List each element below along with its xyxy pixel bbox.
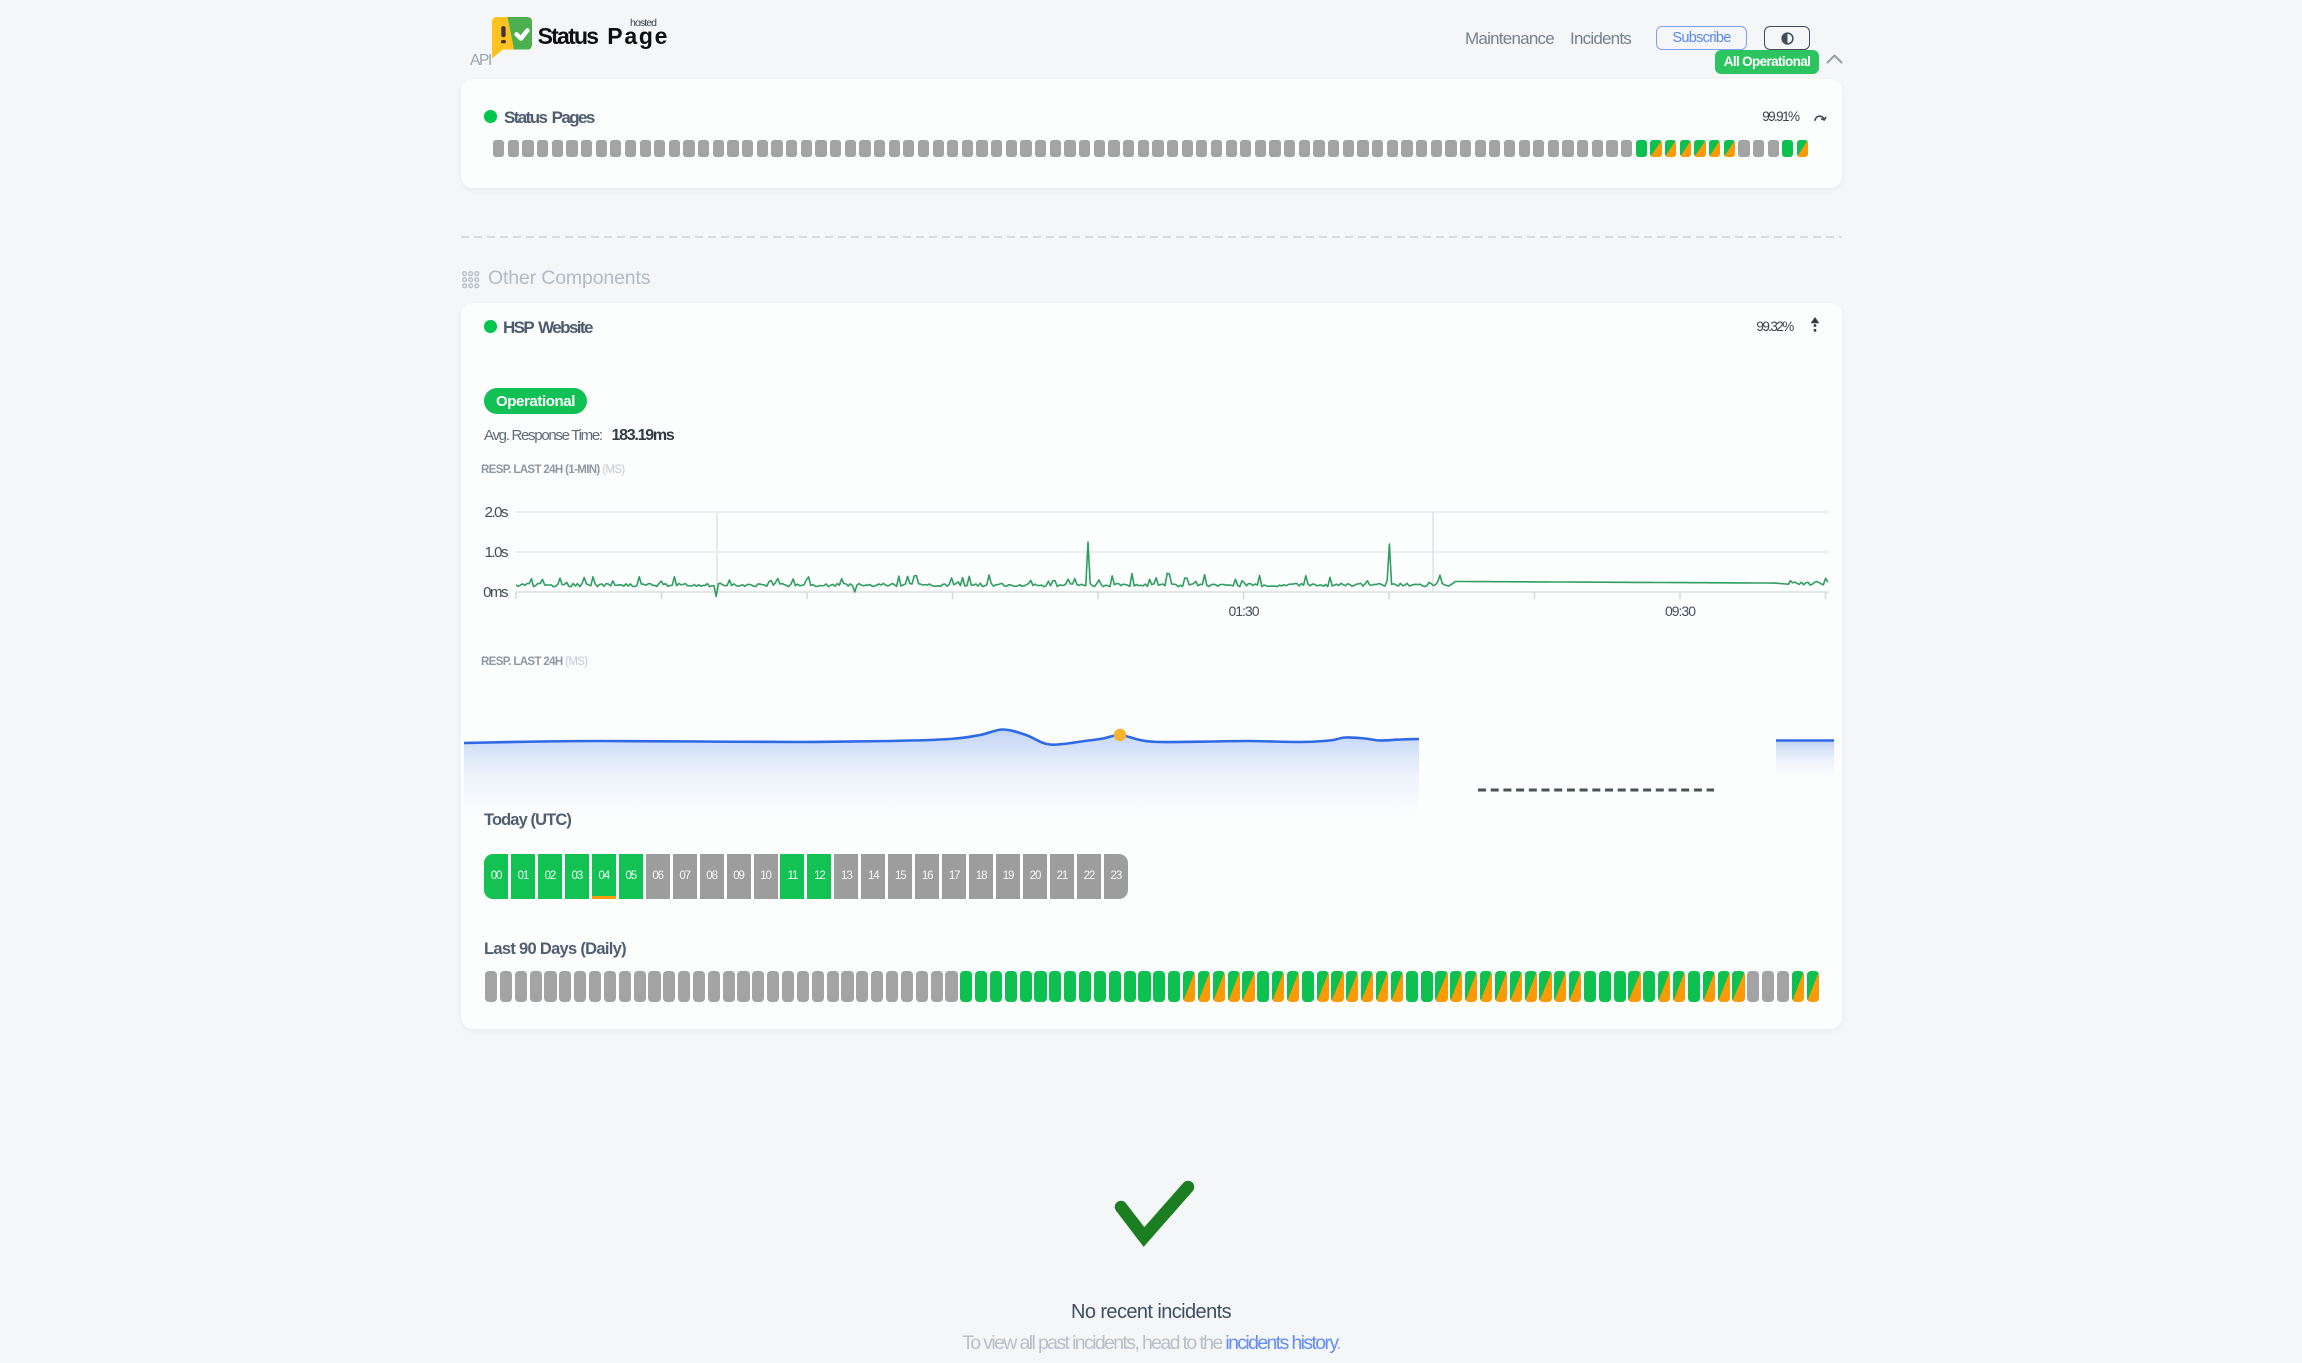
svg-text:2.0s: 2.0s — [485, 504, 508, 521]
svg-text:0ms: 0ms — [483, 584, 508, 601]
svg-text:09:30: 09:30 — [1665, 603, 1696, 619]
svg-text:1.0s: 1.0s — [485, 544, 508, 561]
svg-text:01:30: 01:30 — [1228, 603, 1259, 619]
